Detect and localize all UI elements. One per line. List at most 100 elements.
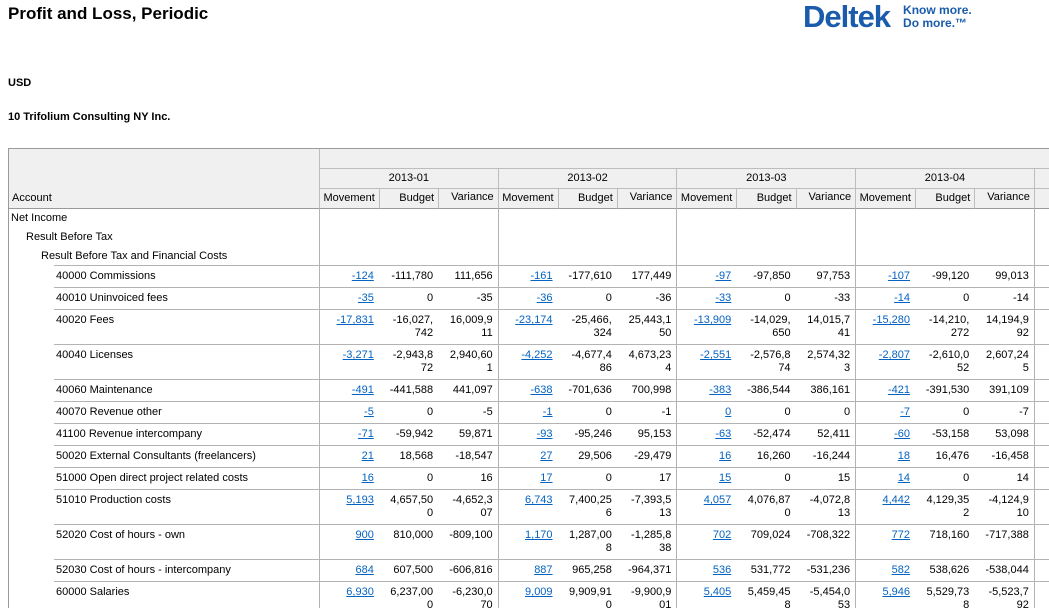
movement-link[interactable]: -1: [542, 406, 553, 418]
account-cell: Result Before Tax: [9, 228, 319, 247]
movement-link[interactable]: 900: [355, 529, 374, 541]
budget-cell: 0: [378, 468, 439, 490]
movement-link[interactable]: 6,930: [346, 586, 374, 598]
empty-cell: [855, 209, 915, 228]
empty-cell: [616, 228, 677, 247]
movement-link[interactable]: -35: [357, 292, 374, 304]
movement-cell: 4,057: [676, 490, 737, 525]
clipped-cell: [1033, 468, 1049, 490]
movement-link[interactable]: -124: [351, 270, 374, 282]
clipped-cell: [1033, 209, 1049, 228]
movement-link[interactable]: 15: [719, 472, 732, 484]
movement-link[interactable]: -161: [530, 270, 553, 282]
movement-link[interactable]: -93: [536, 428, 553, 440]
movement-cell: 6,930: [318, 582, 379, 608]
movement-link[interactable]: -3,271: [342, 349, 374, 361]
budget-cell: 9,909,910: [557, 582, 617, 608]
movement-cell: -15,280: [855, 310, 915, 345]
movement-link[interactable]: -2,551: [700, 349, 732, 361]
budget-cell: -391,530: [914, 380, 975, 402]
movement-link[interactable]: 536: [712, 564, 732, 576]
movement-link[interactable]: -17,831: [336, 314, 374, 326]
movement-link[interactable]: 5,405: [703, 586, 732, 598]
subcolumn-header: Movement: [855, 189, 915, 209]
movement-link[interactable]: -421: [887, 384, 910, 396]
movement-link[interactable]: 702: [712, 529, 732, 541]
subcolumn-header: Movement: [676, 189, 737, 209]
account-cell: 50020 External Consultants (freelancers): [9, 446, 319, 468]
movement-link[interactable]: 772: [891, 529, 910, 541]
empty-cell: [497, 209, 558, 228]
movement-link[interactable]: -63: [715, 428, 732, 440]
movement-link[interactable]: 0: [725, 406, 732, 418]
movement-link[interactable]: 4,442: [882, 494, 910, 506]
budget-cell: -441,588: [378, 380, 439, 402]
variance-cell: 25,443,150: [616, 310, 677, 345]
pnl-table: Account 2013-01 2013-02 2013-03 2013-04 Movem…: [9, 149, 1049, 608]
movement-link[interactable]: 887: [534, 564, 553, 576]
budget-cell: 0: [736, 288, 796, 310]
movement-link[interactable]: 6,743: [525, 494, 553, 506]
movement-link[interactable]: -14: [894, 292, 910, 304]
empty-cell: [557, 228, 617, 247]
movement-link[interactable]: 16: [719, 450, 732, 462]
movement-link[interactable]: 582: [891, 564, 910, 576]
movement-link[interactable]: 14: [897, 472, 910, 484]
budget-cell: 7,400,256: [557, 490, 617, 525]
variance-cell: 14: [974, 468, 1034, 490]
variance-cell: 97,753: [795, 266, 856, 288]
movement-link[interactable]: -15,280: [872, 314, 910, 326]
movement-link[interactable]: -638: [530, 384, 553, 396]
variance-cell: -1: [616, 402, 677, 424]
movement-link[interactable]: 5,193: [346, 494, 374, 506]
period-header: 2013-02: [497, 169, 677, 189]
movement-link[interactable]: -60: [894, 428, 910, 440]
movement-link[interactable]: 5,946: [882, 586, 910, 598]
budget-cell: 531,772: [736, 560, 796, 582]
empty-cell: [914, 209, 975, 228]
movement-cell: -2,807: [855, 345, 915, 380]
movement-link[interactable]: 21: [361, 450, 374, 462]
table-row: 40040 Licenses -3,271 -2,943,872 2,940,601 -…: [9, 345, 1049, 380]
movement-link[interactable]: -97: [715, 270, 732, 282]
movement-link[interactable]: -23,174: [515, 314, 553, 326]
budget-cell: -2,610,052: [914, 345, 975, 380]
movement-link[interactable]: -33: [715, 292, 732, 304]
budget-cell: 0: [557, 468, 617, 490]
movement-link[interactable]: 27: [540, 450, 553, 462]
movement-link[interactable]: -107: [887, 270, 910, 282]
movement-link[interactable]: -71: [357, 428, 374, 440]
table-row: 40020 Fees -17,831 -16,027,742 16,009,911 -2…: [9, 310, 1049, 345]
variance-cell: -5,454,053: [795, 582, 856, 608]
movement-link[interactable]: 684: [355, 564, 374, 576]
empty-cell: [736, 228, 796, 247]
table-row: 40010 Uninvoiced fees -35 0 -35 -36 0 -36 -33 0-…: [9, 288, 1049, 310]
movement-link[interactable]: -13,909: [693, 314, 732, 326]
movement-link[interactable]: 4,057: [703, 494, 732, 506]
subcolumn-header: Variance: [616, 189, 677, 209]
movement-cell: -17,831: [318, 310, 379, 345]
budget-cell: 0: [914, 468, 975, 490]
movement-link[interactable]: -7: [900, 406, 910, 418]
account-cell: Net Income: [9, 209, 319, 228]
movement-link[interactable]: 9,009: [525, 586, 553, 598]
clipped-subcolumn-header: [1033, 189, 1049, 209]
movement-link[interactable]: -5: [364, 406, 374, 418]
movement-link[interactable]: 17: [540, 472, 553, 484]
budget-cell: 0: [736, 468, 796, 490]
movement-link[interactable]: -36: [536, 292, 553, 304]
movement-link[interactable]: -4,252: [521, 349, 553, 361]
movement-cell: 684: [318, 560, 379, 582]
tagline-line2: Do more.™: [903, 16, 968, 30]
movement-link[interactable]: 1,170: [525, 529, 553, 541]
budget-cell: 4,076,870: [736, 490, 796, 525]
table-row: 50020 External Consultants (freelancers)…: [9, 446, 1049, 468]
movement-link[interactable]: -383: [709, 384, 732, 396]
movement-link[interactable]: -2,807: [878, 349, 910, 361]
budget-cell: -4,677,486: [557, 345, 617, 380]
movement-link[interactable]: -491: [351, 384, 374, 396]
movement-link[interactable]: 16: [361, 472, 374, 484]
movement-link[interactable]: 18: [897, 450, 910, 462]
empty-cell: [438, 228, 498, 247]
empty-cell: [676, 209, 737, 228]
